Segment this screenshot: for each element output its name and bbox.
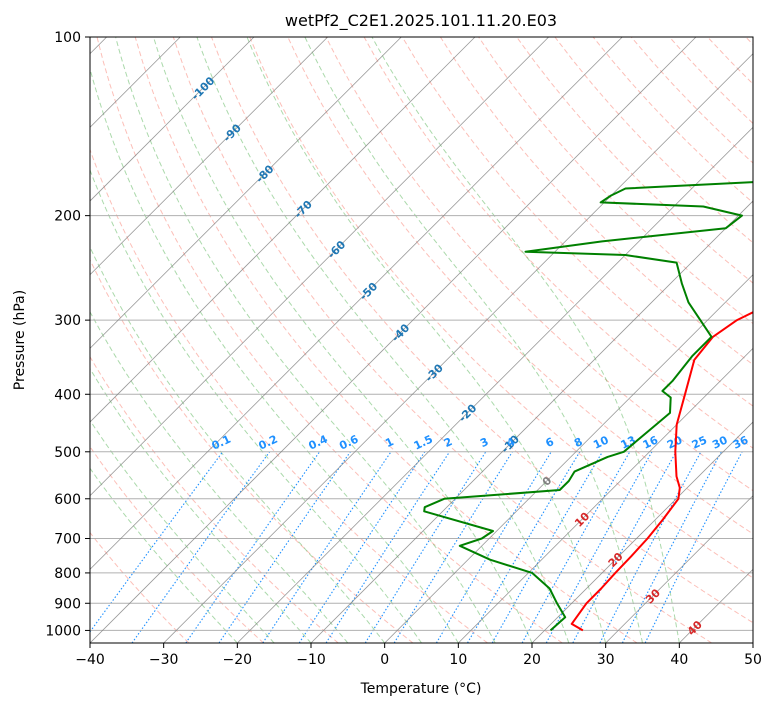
x-tick-label: 50 (744, 652, 762, 668)
mixing-ratio-label: 10 (591, 433, 611, 451)
moist-adiabat (90, 367, 312, 643)
dry-adiabat (325, 37, 753, 492)
moist-adiabat (90, 467, 238, 643)
moist-adiabat (90, 246, 386, 643)
x-axis-label: Temperature (°C) (360, 681, 482, 697)
background-lines (90, 37, 753, 643)
isotherm (531, 421, 753, 643)
moist-adiabat (246, 37, 607, 643)
mixing-ratio-line (131, 451, 271, 643)
isotherm (90, 37, 697, 643)
dry-adiabat (90, 355, 339, 643)
isotherms (90, 37, 753, 643)
mixing-ratio-line (599, 451, 702, 643)
dry-adiabat (439, 37, 753, 366)
mixing-ratio-line (298, 451, 426, 643)
mixing-ratio-line (435, 451, 552, 643)
mixing-ratio-line (364, 451, 487, 643)
y-tick-label: 500 (54, 445, 81, 461)
isotherm (163, 53, 753, 643)
isotherm (90, 37, 623, 570)
isotherm (90, 37, 255, 202)
x-tick-label: −20 (223, 652, 253, 668)
mixing-ratio-line (325, 451, 451, 643)
x-tick-label: −30 (149, 652, 179, 668)
y-tick-label: 200 (54, 209, 81, 225)
y-tick-label: 600 (54, 492, 81, 508)
moist-adiabat (196, 37, 570, 643)
isotherm (384, 274, 753, 643)
dry-adiabat (90, 148, 488, 643)
x-tick-label: 20 (523, 652, 541, 668)
dewpoint-line (423, 181, 753, 632)
dry-adiabat (90, 445, 264, 643)
mixing-ratio-line (521, 451, 631, 643)
x-tick-label: 30 (597, 652, 615, 668)
mixing-ratio-line (621, 451, 722, 643)
isotherm (237, 126, 753, 643)
y-tick-label: 900 (54, 596, 81, 612)
mixing-ratio-label: 13 (619, 434, 638, 452)
y-axis-ticks: 100 200 300 400 500 600 700 800 900 1000 (45, 30, 90, 639)
dry-adiabat (401, 37, 753, 407)
isotherm (458, 347, 753, 643)
isotherm (90, 37, 328, 276)
y-tick-label: 800 (54, 566, 81, 582)
mixing-ratio-line (545, 451, 653, 643)
mixing-ratio-label: 16 (641, 433, 661, 451)
moist-adiabat (90, 419, 275, 643)
y-axis-label: Pressure (hPa) (12, 290, 28, 390)
chart-title: wetPf2_C2E1.2025.101.11.20.E03 (285, 11, 557, 31)
x-tick-label: 10 (449, 652, 467, 668)
mixing-ratio-label: 30 (710, 433, 730, 451)
mixing-ratio-label: 25 (690, 434, 709, 452)
mixing-ratio-line (644, 451, 743, 643)
moist-adiabat (153, 37, 533, 643)
x-axis-ticks: −40 −30 −20 −10 0 10 20 30 40 50 (75, 643, 762, 668)
isotherm (90, 37, 402, 349)
plot-frame (89, 36, 754, 644)
y-tick-label: 400 (54, 387, 81, 403)
dry-adiabat (134, 37, 638, 643)
moist-adiabat (90, 66, 459, 643)
isotherm (90, 37, 549, 497)
y-tick-label: 100 (54, 30, 81, 46)
mixing-ratio-line (185, 451, 321, 643)
x-tick-label: −40 (75, 652, 105, 668)
moist-adiabat (90, 168, 422, 643)
mixing-ratio-line (262, 451, 392, 643)
x-tick-label: 40 (670, 652, 688, 668)
mixing-ratio-line (90, 451, 224, 633)
mixing-ratio-line (572, 451, 677, 643)
isotherm (605, 495, 753, 643)
sounding-series (423, 181, 753, 632)
x-tick-label: 0 (380, 652, 389, 668)
dry-adiabat (90, 531, 190, 643)
isotherm (90, 37, 476, 423)
moist-adiabat (304, 37, 643, 643)
dry-adiabat (211, 37, 753, 624)
mixing-ratio-line (393, 451, 513, 643)
moist-adiabat (371, 37, 680, 643)
mixing-ratio-line (218, 451, 351, 643)
mixing-ratio-label: 36 (731, 433, 751, 451)
x-tick-label: −10 (296, 652, 326, 668)
dry-adiabat (516, 37, 753, 284)
pressure-gridlines (90, 37, 753, 631)
dry-adiabat (172, 37, 712, 643)
moist-adiabat (115, 37, 496, 643)
y-tick-label: 300 (54, 313, 81, 329)
y-tick-label: 700 (54, 532, 81, 548)
temperature-line (570, 311, 753, 632)
dry-adiabat (249, 37, 753, 579)
y-tick-label: 1000 (45, 623, 81, 639)
isotherm (310, 200, 753, 643)
dry-adiabat (96, 37, 563, 643)
